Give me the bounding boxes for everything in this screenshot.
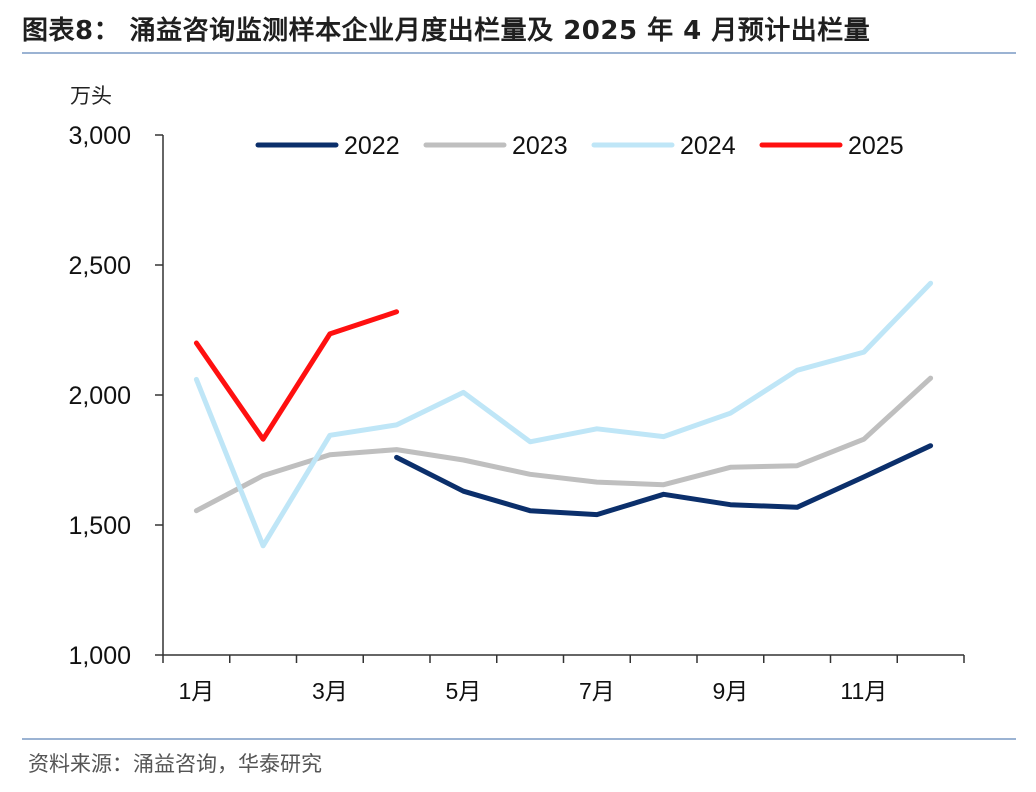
series-lines	[193, 280, 934, 549]
y-tick-label: 1,000	[68, 642, 131, 670]
y-axis: 1,000 1,500 2,000 2,500 3,000	[68, 122, 164, 670]
top-divider	[22, 52, 1016, 54]
series-line-2023	[193, 375, 934, 514]
y-axis-unit-label: 万头	[70, 85, 112, 108]
legend-label-2025: 2025	[848, 132, 904, 160]
x-axis: 1月 3月 5月 7月 9月 11月	[162, 654, 965, 704]
legend-label-2022: 2022	[344, 132, 400, 160]
x-tick-label: 11月	[840, 678, 887, 704]
legend-label-2023: 2023	[512, 132, 568, 160]
series-line-2025	[193, 309, 400, 442]
x-tick-label: 3月	[312, 678, 348, 704]
y-tick-label: 3,000	[68, 122, 131, 150]
series-line-2022	[394, 443, 934, 518]
legend-label-2024: 2024	[680, 132, 736, 160]
source-note: 资料来源：涌益咨询，华泰研究	[28, 752, 322, 776]
x-tick-label: 1月	[178, 678, 214, 704]
y-tick-label: 2,000	[68, 382, 131, 410]
legend: 2022 2023 2024 2025	[255, 132, 904, 160]
x-tick-label: 9月	[712, 678, 748, 704]
y-tick-label: 2,500	[68, 252, 131, 280]
y-tick-label: 1,500	[68, 512, 131, 540]
bottom-divider	[22, 738, 1016, 740]
x-tick-label: 7月	[579, 678, 615, 704]
figure-title: 图表8： 涌益咨询监测样本企业月度出栏量及 2025 年 4 月预计出栏量	[22, 16, 871, 46]
x-tick-label: 5月	[445, 678, 481, 704]
series-line-2024	[193, 280, 934, 549]
